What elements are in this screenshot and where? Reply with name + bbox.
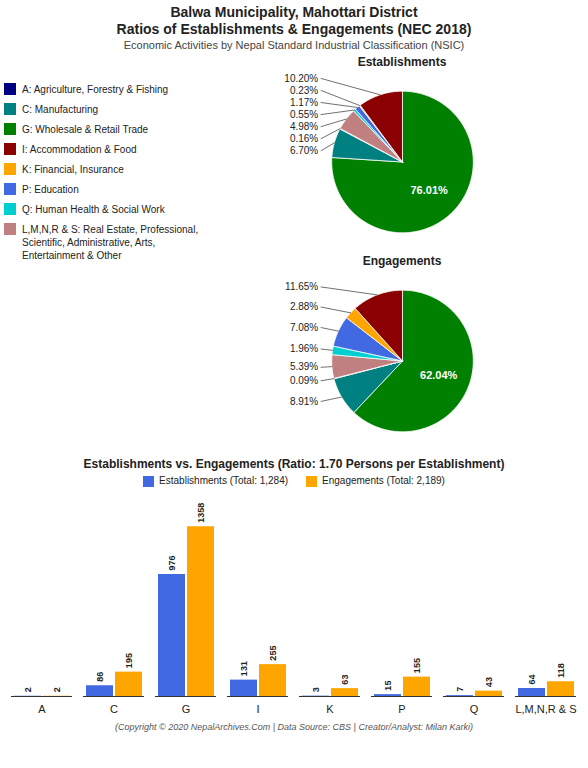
svg-text:0.55%: 0.55% [290,109,318,120]
html-text:Establishments: Establishments [357,55,447,69]
svg-text:62.04%: 62.04% [420,369,458,381]
svg-text:1.17%: 1.17% [290,97,318,108]
svg-text:64: 64 [527,674,537,684]
html-text:G: Wholesale & Retail Trade: G: Wholesale & Retail Trade [22,124,149,135]
html-text:(Copyright © 2020 NepalArchive: (Copyright © 2020 NepalArchives.Com | Da… [115,722,473,732]
html-text:Q: Human Health & Social Work: Q: Human Health & Social Work [22,204,165,215]
svg-text:A: A [38,703,46,715]
svg-text:0.16%: 0.16% [290,133,318,144]
svg-text:P: P [398,703,405,715]
html-text:Economic Activities by Nepal S: Economic Activities by Nepal Standard In… [123,39,465,51]
svg-text:131: 131 [239,661,249,676]
svg-text:0.09%: 0.09% [290,375,318,386]
svg-text:4.98%: 4.98% [290,121,318,132]
html-text:Balwa Municipality, Mahottari: Balwa Municipality, Mahottari District [170,4,418,20]
html-text:L,M,N,R & S: Real Estate, Prof: L,M,N,R & S: Real Estate, Professional, … [22,224,199,261]
svg-text:G: G [182,703,191,715]
svg-text:I: I [256,703,259,715]
html-text:C: Manufacturing: C: Manufacturing [22,104,99,115]
svg-text:2.88%: 2.88% [290,301,318,312]
svg-text:1358: 1358 [196,503,206,523]
html-text:Establishments (Total: 1,284): Establishments (Total: 1,284) [159,475,288,486]
svg-text:2: 2 [52,687,62,692]
svg-text:7.08%: 7.08% [290,322,318,333]
svg-text:86: 86 [95,672,105,682]
html-text:K: Financial, Insurance: K: Financial, Insurance [22,164,124,175]
html-text:I: Accommodation & Food: I: Accommodation & Food [22,144,137,155]
svg-text:155: 155 [412,658,422,673]
html-text:Engagements: Engagements [362,254,442,268]
html-text:P: Education: P: Education [22,184,79,195]
svg-text:8.91%: 8.91% [290,396,318,407]
svg-text:976: 976 [167,555,177,570]
svg-text:10.20%: 10.20% [284,73,318,84]
svg-text:118: 118 [556,663,566,678]
html-text:Ratios of Establishments & Eng: Ratios of Establishments & Engagements (… [116,21,472,37]
svg-text:255: 255 [268,646,278,661]
svg-text:1.96%: 1.96% [290,343,318,354]
svg-text:11.65%: 11.65% [285,281,318,292]
svg-text:76.01%: 76.01% [410,184,448,196]
html-text:Establishments vs. Engagements: Establishments vs. Engagements (Ratio: 1… [83,457,505,471]
svg-text:195: 195 [124,653,134,668]
svg-text:C: C [110,703,118,715]
svg-text:6.70%: 6.70% [290,145,318,156]
html-text:Engagements (Total: 2,189): Engagements (Total: 2,189) [322,475,445,486]
svg-text:7: 7 [455,687,465,692]
svg-text:2: 2 [23,687,33,692]
svg-text:0.23%: 0.23% [290,85,318,96]
svg-text:43: 43 [484,677,494,687]
svg-text:K: K [326,703,334,715]
svg-text:63: 63 [340,675,350,685]
svg-text:3: 3 [311,687,321,692]
svg-text:15: 15 [383,681,393,691]
svg-text:L,M,N,R & S: L,M,N,R & S [515,703,576,715]
svg-text:5.39%: 5.39% [290,361,318,372]
html-text:A: Agriculture, Forestry & Fis: A: Agriculture, Forestry & Fishing [22,84,169,95]
svg-text:Q: Q [470,703,479,715]
